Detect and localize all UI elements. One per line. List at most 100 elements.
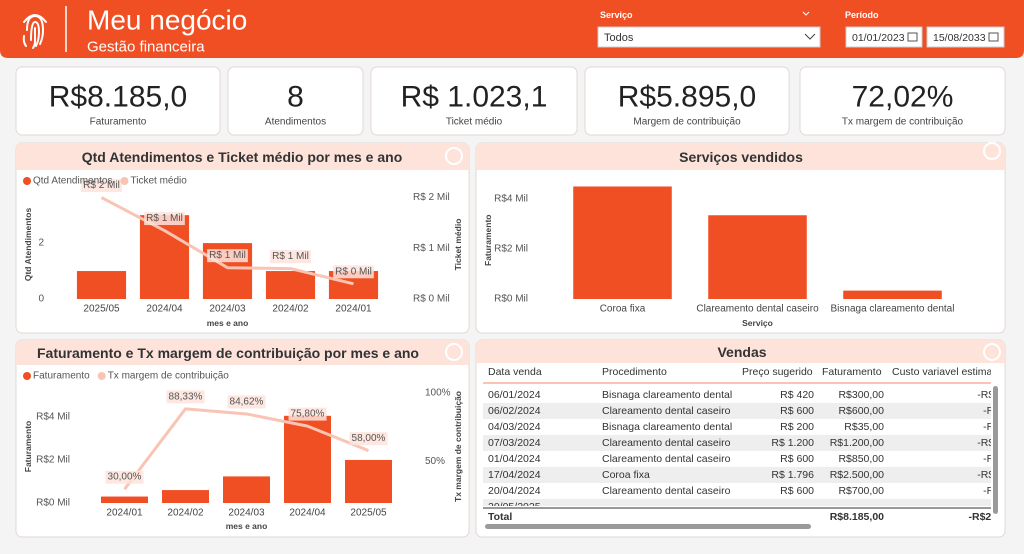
data-label: R$ 1 Mil xyxy=(209,250,246,261)
kpi-value: R$5.895,0 xyxy=(618,81,756,114)
data-label: 88,33% xyxy=(169,391,203,402)
help-icon[interactable] xyxy=(445,343,463,361)
data-label: 30,00% xyxy=(108,472,142,483)
calendar-icon[interactable] xyxy=(988,32,999,42)
table-cell: 06/02/2024 xyxy=(488,405,541,417)
x-tick-label: 2024/04 xyxy=(146,304,183,315)
help-icon[interactable] xyxy=(983,343,1001,361)
service-dropdown[interactable]: Todos xyxy=(597,26,821,48)
date-start[interactable]: 01/01/2023 xyxy=(845,26,923,48)
table-cell: 20/05/2025 xyxy=(488,501,541,513)
header-subtitle: Gestão financeira xyxy=(87,39,205,56)
data-label-bg xyxy=(270,250,311,264)
scrollbar[interactable] xyxy=(485,524,811,529)
legend-marker xyxy=(23,372,31,380)
data-label: R$ 0 Mil xyxy=(335,266,372,277)
chevron[interactable] xyxy=(804,33,816,40)
table-cell: R$ 600 xyxy=(780,405,814,417)
legend-label: Faturamento xyxy=(33,371,90,382)
x-tick-label: Clareamento dental caseiro xyxy=(696,304,819,315)
table-cell: Bisnaga clareamento dental xyxy=(602,421,732,433)
x-tick-label: 2024/01 xyxy=(106,508,143,519)
x-tick-label: Bisnaga clareamento dental xyxy=(831,304,955,315)
help-icons[interactable] xyxy=(445,142,1001,361)
y-tick-label: R$2 Mil xyxy=(494,244,528,255)
bar xyxy=(139,215,190,299)
column-header: Faturamento xyxy=(822,366,882,378)
bar xyxy=(345,459,392,503)
table-row xyxy=(483,451,991,467)
y-tick-label: 2 xyxy=(38,238,44,249)
x-tick-label: 2024/03 xyxy=(209,304,246,315)
date-box[interactable] xyxy=(845,26,923,48)
y2-tick-label: R$ 2 Mil xyxy=(413,192,450,203)
table-cell: Clareamento dental caseiro xyxy=(602,405,731,417)
bar xyxy=(223,476,270,503)
calendar-icon[interactable] xyxy=(907,32,918,42)
data-label: 58,00% xyxy=(352,433,386,444)
date-value[interactable]: 15/08/2033 xyxy=(933,32,986,44)
table-cell: R$700,00 xyxy=(838,485,884,497)
table-cell: R$ 1.200 xyxy=(771,437,814,449)
chart-title: Qtd Atendimentos e Ticket médio por mes … xyxy=(82,149,403,165)
x-tick-label: 2024/02 xyxy=(272,304,309,315)
help-icon[interactable] xyxy=(445,147,463,165)
table-cell: Clareamento dental caseiro xyxy=(602,437,731,449)
table-cell: -R$ xyxy=(983,405,1000,417)
dropdown-value[interactable]: Todos xyxy=(604,32,634,44)
panel-header xyxy=(16,143,469,170)
kpi-card xyxy=(370,66,578,136)
x-tick-label: 2025/05 xyxy=(83,304,120,315)
x-tick-label: Coroa fixa xyxy=(600,304,646,315)
date-end[interactable]: 15/08/2033 xyxy=(926,26,1005,48)
table-cell: -R$ xyxy=(983,421,1000,433)
date-value[interactable]: 01/01/2023 xyxy=(852,32,905,44)
table-cell: 06/01/2024 xyxy=(488,389,541,401)
y2-tick-label: R$ 1 Mil xyxy=(413,243,450,254)
legend-marker xyxy=(23,177,31,185)
y-tick-label: R$4 Mil xyxy=(494,194,528,205)
table-cell: 17/04/2024 xyxy=(488,469,541,481)
kpi-label: Tx margem de contribuição xyxy=(842,117,964,128)
y-tick-label: R$2 Mil xyxy=(36,454,70,465)
table-cell: -R$8 xyxy=(977,469,1000,481)
dropdown-box[interactable] xyxy=(597,26,821,48)
line xyxy=(123,407,370,491)
table-cell: R$850,00 xyxy=(838,453,884,465)
table-cell: -R$ xyxy=(983,485,1000,497)
kpi-card xyxy=(227,66,364,136)
table-row xyxy=(483,419,991,435)
scrollbar[interactable] xyxy=(993,386,998,514)
y-axis-label: Faturamento xyxy=(23,421,33,472)
data-label: 75,80% xyxy=(291,409,325,420)
help-icon[interactable] xyxy=(983,142,1001,160)
bar xyxy=(284,415,331,503)
data-label-bg xyxy=(105,470,144,484)
table-cell: Coroa fixa xyxy=(602,469,650,481)
bar xyxy=(162,490,209,503)
kpi-label: Ticket médio xyxy=(446,117,503,128)
panel-header xyxy=(16,340,469,365)
kpi-label: Faturamento xyxy=(90,117,147,128)
kpi-value: 72,02% xyxy=(852,81,954,114)
y2-tick-label: R$ 0 Mil xyxy=(413,294,450,305)
table: Data venda Procedimento Preço sugerido Fatu… xyxy=(483,366,1000,529)
table-cell: Bisnaga clareamento dental xyxy=(602,389,732,401)
data-label-bg xyxy=(81,179,122,193)
table-row xyxy=(483,483,991,499)
date-box[interactable] xyxy=(926,26,1005,48)
table-row xyxy=(483,403,991,419)
table-cell: 01/04/2024 xyxy=(488,453,541,465)
bar xyxy=(101,496,148,503)
column-header: Preço sugerido xyxy=(742,366,813,378)
panel-header xyxy=(476,143,1005,170)
kpi-value: R$8.185,0 xyxy=(49,81,187,114)
table-cell: Clareamento dental caseiro xyxy=(602,453,731,465)
data-label-bg xyxy=(333,265,374,279)
table-row xyxy=(483,435,991,451)
data-label-bg xyxy=(227,395,266,409)
y-tick-label: R$0 Mil xyxy=(36,498,70,509)
bar xyxy=(708,215,807,299)
x-axis-label: Serviço xyxy=(742,318,773,328)
data-label: R$ 2 Mil xyxy=(83,180,120,191)
